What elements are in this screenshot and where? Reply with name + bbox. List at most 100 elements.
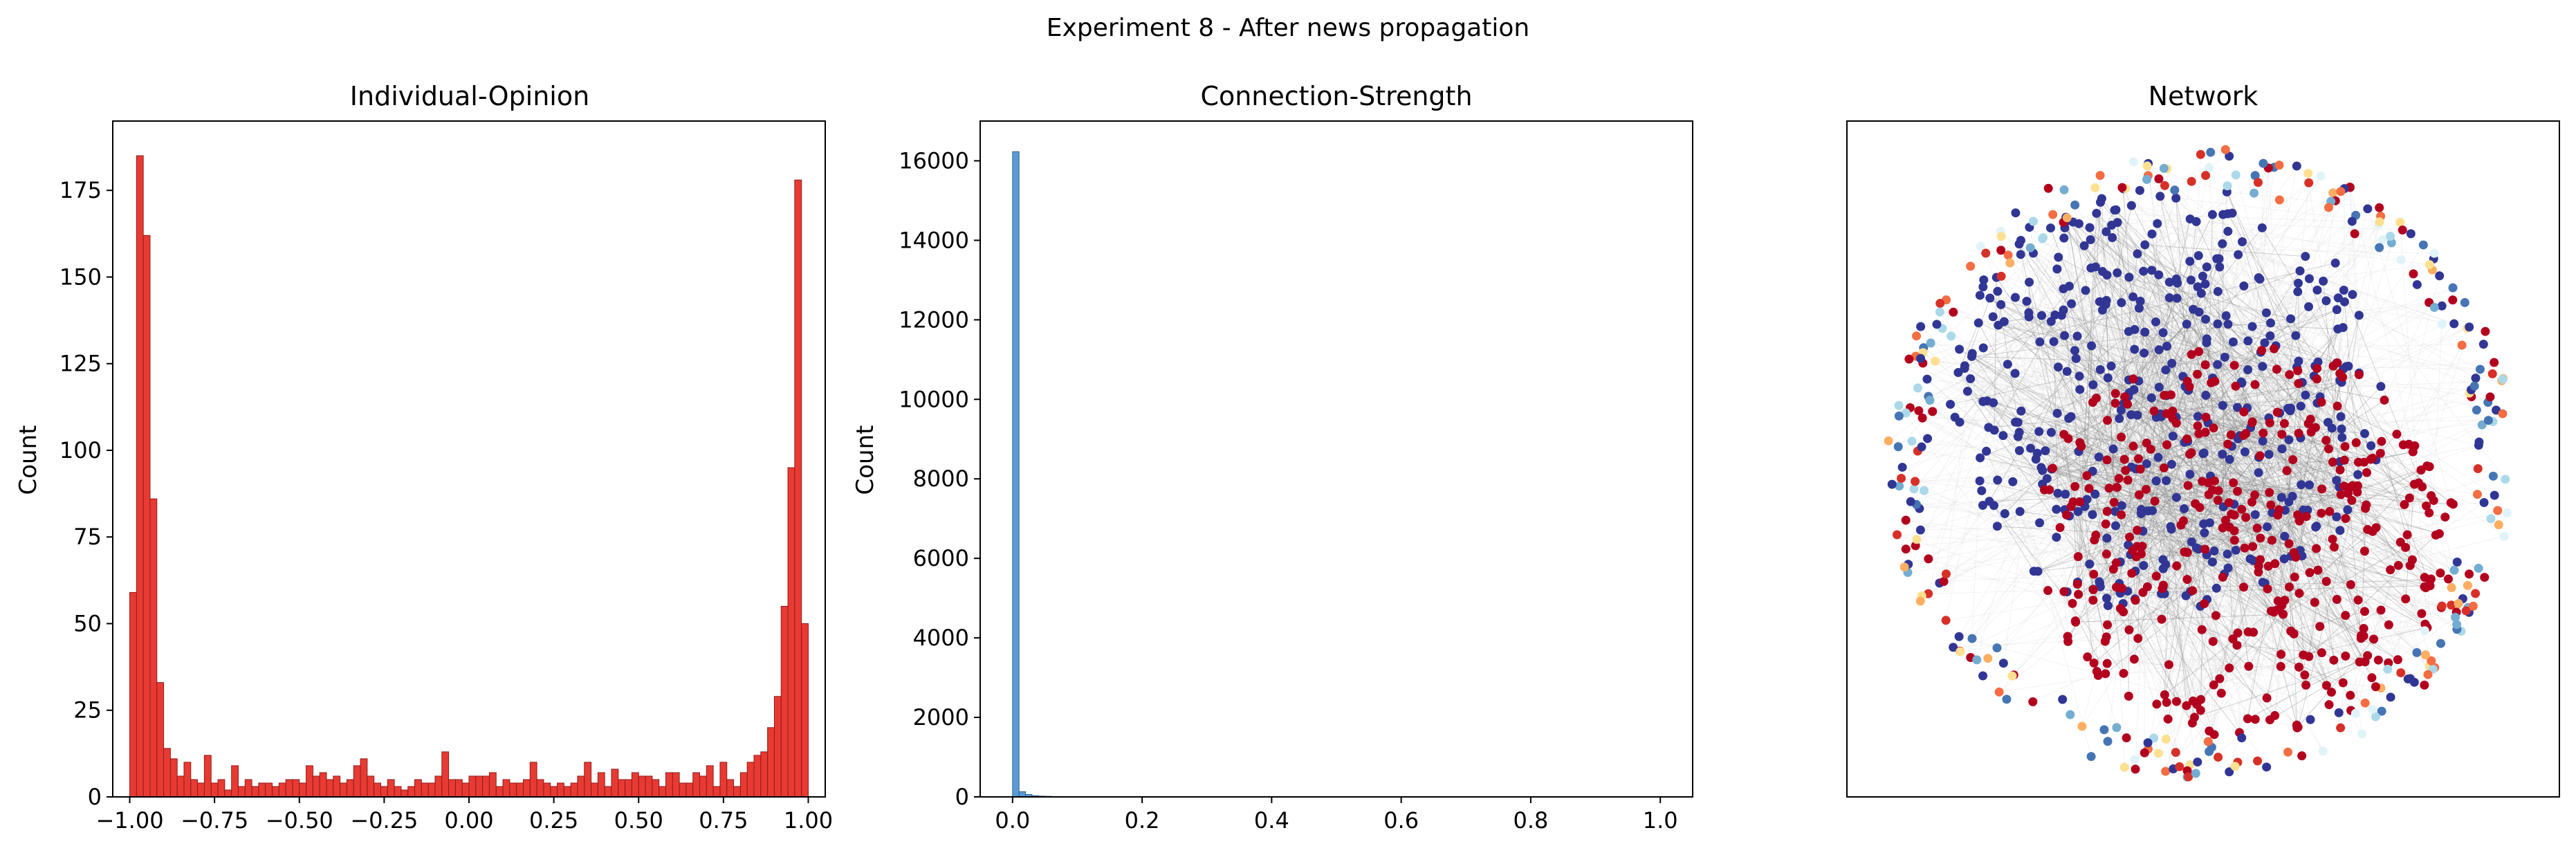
network-node	[2121, 466, 2131, 475]
network-edge	[2041, 236, 2391, 468]
network-node	[2392, 430, 2402, 439]
network-node	[2412, 647, 2422, 657]
network-edge	[1959, 349, 2188, 580]
network-edge	[1935, 315, 2042, 362]
y-tick-label: 8000	[913, 466, 969, 492]
network-node	[2312, 544, 2321, 553]
network-node	[1949, 307, 1958, 317]
network-edge	[2115, 328, 2468, 512]
network-node	[2231, 545, 2241, 555]
network-node	[2408, 447, 2418, 457]
network-edge	[1979, 295, 2068, 592]
histogram-bar	[692, 772, 701, 798]
network-node	[2167, 358, 2177, 368]
network-node	[2218, 572, 2227, 582]
network-edge	[1920, 326, 2205, 604]
network-edge	[2018, 432, 2236, 551]
network-edge	[2128, 331, 2138, 416]
network-edge	[2187, 422, 2328, 553]
network-node	[2485, 392, 2495, 402]
network-node	[2270, 710, 2280, 720]
network-edge	[2258, 402, 2322, 458]
network-edge	[2273, 349, 2297, 558]
network-edge	[2121, 436, 2324, 752]
network-edge	[2066, 217, 2475, 387]
network-edge	[2198, 241, 2243, 434]
network-node	[2126, 201, 2136, 210]
network-edge	[2193, 309, 2505, 537]
network-edge	[2270, 661, 2366, 720]
network-node	[2133, 249, 2142, 259]
network-edge	[2095, 266, 2240, 733]
network-edge	[2319, 599, 2337, 627]
network-edge	[2196, 221, 2285, 424]
network-node	[2265, 331, 2275, 341]
network-node	[2011, 417, 2021, 427]
network-node	[2029, 217, 2039, 226]
network-node	[2140, 348, 2149, 358]
network-edge	[2133, 550, 2413, 560]
network-node	[2471, 374, 2481, 383]
network-edge	[1998, 636, 2068, 692]
network-edge	[2205, 466, 2427, 550]
network-node	[1994, 687, 2004, 697]
network-edge	[2210, 475, 2445, 517]
network-node	[2095, 365, 2105, 374]
network-edge	[2171, 182, 2310, 364]
network-node	[2360, 698, 2370, 708]
network-edge	[2063, 261, 2191, 592]
network-edge	[1958, 636, 2298, 728]
network-edge	[2317, 362, 2436, 668]
network-node	[2164, 277, 2174, 287]
network-edge	[2156, 376, 2343, 418]
network-node	[2117, 432, 2126, 442]
network-node	[2224, 498, 2234, 508]
network-edge	[2033, 252, 2332, 692]
network-edge	[2214, 367, 2297, 735]
network-node	[2134, 304, 2144, 313]
network-edge	[1982, 505, 2335, 661]
network-node	[2282, 466, 2292, 475]
network-node	[2095, 171, 2105, 181]
network-node	[2093, 670, 2103, 680]
network-edge	[2078, 555, 2303, 558]
network-edge	[2090, 239, 2365, 552]
network-edge	[2328, 448, 2363, 735]
histogram-bar	[251, 786, 259, 798]
histogram-bar	[577, 775, 585, 798]
network-node	[2356, 634, 2366, 643]
network-edge	[2056, 537, 2214, 642]
network-node	[2264, 450, 2274, 459]
network-node	[2402, 530, 2412, 540]
network-edge	[2147, 496, 2293, 743]
network-node	[2422, 461, 2432, 471]
network-edge	[2203, 524, 2324, 752]
network-node	[2425, 259, 2434, 269]
network-node	[2305, 568, 2315, 578]
network-edge	[2252, 443, 2409, 547]
network-edge	[2114, 502, 2368, 531]
network-edge	[2135, 480, 2215, 558]
network-node	[2293, 278, 2303, 288]
network-edge	[2084, 506, 2117, 588]
network-node	[2073, 552, 2083, 562]
histogram-bar	[773, 696, 782, 798]
network-node	[2395, 537, 2405, 547]
network-edge	[2348, 366, 2431, 586]
network-node	[2262, 693, 2272, 703]
network-node	[2195, 503, 2205, 513]
network-node	[2337, 424, 2346, 434]
network-node	[2134, 490, 2144, 499]
network-node	[2187, 448, 2196, 457]
network-node	[2082, 471, 2092, 481]
network-edge	[2207, 599, 2230, 668]
network-edge	[2067, 530, 2340, 593]
network-edge	[2120, 410, 2193, 701]
network-node	[2257, 223, 2267, 232]
network-node	[2289, 629, 2299, 638]
histogram-bar	[746, 762, 755, 798]
chart1-frame	[112, 120, 826, 798]
network-node	[2113, 483, 2122, 493]
network-node	[2396, 255, 2406, 265]
network-node	[2223, 320, 2233, 329]
